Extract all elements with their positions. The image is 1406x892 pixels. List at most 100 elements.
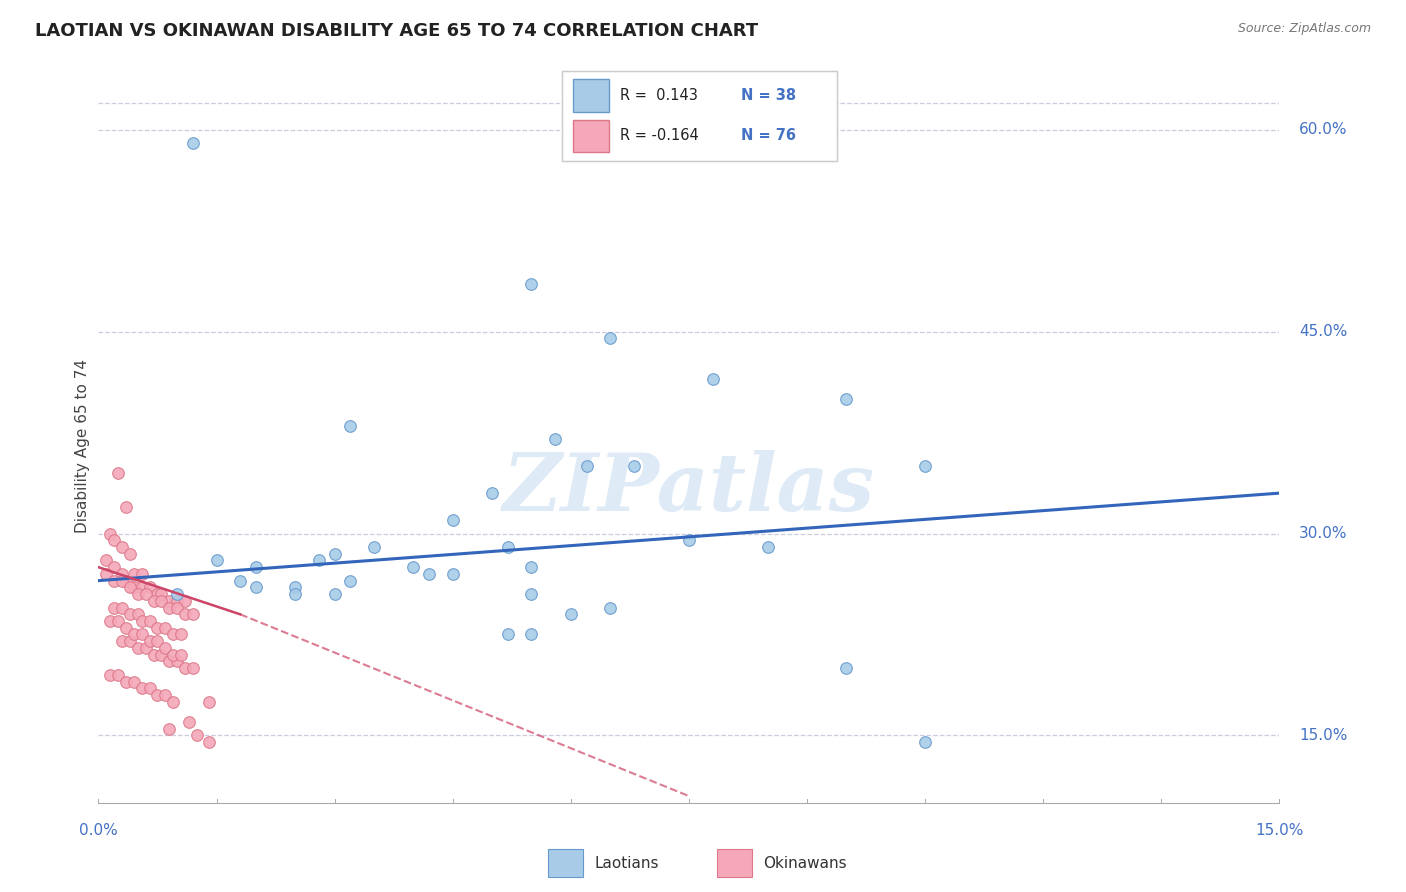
Point bbox=[127, 587, 149, 601]
Point bbox=[103, 600, 125, 615]
Point bbox=[98, 526, 121, 541]
FancyBboxPatch shape bbox=[574, 79, 609, 112]
Point bbox=[174, 661, 197, 675]
FancyBboxPatch shape bbox=[574, 120, 609, 152]
Point bbox=[157, 655, 180, 669]
Text: 45.0%: 45.0% bbox=[1299, 324, 1347, 339]
Point bbox=[111, 634, 134, 648]
Point bbox=[520, 627, 543, 641]
Point bbox=[339, 418, 361, 433]
Point bbox=[122, 580, 145, 594]
Point bbox=[103, 560, 125, 574]
Point bbox=[127, 607, 149, 622]
Point bbox=[131, 681, 153, 696]
Point bbox=[142, 648, 165, 662]
Point bbox=[131, 566, 153, 581]
Point bbox=[623, 459, 645, 474]
Text: R =  0.143: R = 0.143 bbox=[620, 88, 697, 103]
Point bbox=[229, 574, 252, 588]
Point bbox=[177, 714, 200, 729]
Point bbox=[166, 655, 188, 669]
Point bbox=[118, 607, 141, 622]
Point bbox=[150, 648, 173, 662]
Point bbox=[197, 695, 219, 709]
Point bbox=[115, 621, 138, 635]
Point bbox=[162, 627, 184, 641]
Point bbox=[135, 640, 157, 655]
Point bbox=[138, 614, 160, 628]
Point bbox=[174, 594, 197, 608]
Point bbox=[127, 640, 149, 655]
Point bbox=[284, 587, 307, 601]
Point bbox=[835, 392, 858, 406]
Point bbox=[115, 500, 138, 514]
Point bbox=[166, 600, 188, 615]
Point bbox=[150, 594, 173, 608]
Point bbox=[323, 587, 346, 601]
Point bbox=[138, 634, 160, 648]
Point bbox=[98, 668, 121, 682]
Point bbox=[118, 580, 141, 594]
Text: LAOTIAN VS OKINAWAN DISABILITY AGE 65 TO 74 CORRELATION CHART: LAOTIAN VS OKINAWAN DISABILITY AGE 65 TO… bbox=[35, 22, 758, 40]
Text: ZIPatlas: ZIPatlas bbox=[503, 450, 875, 527]
Point bbox=[599, 600, 621, 615]
Text: R = -0.164: R = -0.164 bbox=[620, 128, 699, 143]
Point bbox=[155, 621, 177, 635]
Point bbox=[131, 614, 153, 628]
Text: Okinawans: Okinawans bbox=[762, 855, 846, 871]
Point bbox=[96, 566, 118, 581]
Point bbox=[170, 648, 193, 662]
Point bbox=[103, 574, 125, 588]
Point bbox=[284, 580, 307, 594]
Point bbox=[544, 432, 567, 446]
Text: 30.0%: 30.0% bbox=[1299, 526, 1347, 541]
Point bbox=[142, 594, 165, 608]
Point bbox=[166, 587, 188, 601]
Point bbox=[914, 735, 936, 749]
Point bbox=[174, 607, 197, 622]
Point bbox=[155, 640, 177, 655]
Point bbox=[205, 553, 228, 567]
Point bbox=[162, 695, 184, 709]
Point bbox=[122, 627, 145, 641]
Point bbox=[103, 533, 125, 548]
Point bbox=[122, 674, 145, 689]
Point bbox=[155, 688, 177, 702]
Point bbox=[402, 560, 425, 574]
Point bbox=[115, 674, 138, 689]
Point bbox=[162, 648, 184, 662]
Point bbox=[914, 459, 936, 474]
Point bbox=[157, 600, 180, 615]
Point bbox=[135, 587, 157, 601]
Point bbox=[418, 566, 440, 581]
Point bbox=[678, 533, 700, 548]
Point bbox=[520, 277, 543, 292]
FancyBboxPatch shape bbox=[717, 849, 752, 877]
Text: 15.0%: 15.0% bbox=[1299, 728, 1347, 743]
Point bbox=[146, 621, 169, 635]
Point bbox=[118, 634, 141, 648]
Point bbox=[107, 614, 129, 628]
Point bbox=[181, 607, 204, 622]
Point bbox=[756, 540, 779, 554]
Point bbox=[339, 574, 361, 588]
Point bbox=[323, 547, 346, 561]
Text: N = 76: N = 76 bbox=[741, 128, 796, 143]
Point bbox=[111, 566, 134, 581]
Point bbox=[111, 574, 134, 588]
Text: N = 38: N = 38 bbox=[741, 88, 796, 103]
Point bbox=[496, 540, 519, 554]
Text: 60.0%: 60.0% bbox=[1299, 122, 1347, 137]
Point bbox=[111, 540, 134, 554]
Text: Source: ZipAtlas.com: Source: ZipAtlas.com bbox=[1237, 22, 1371, 36]
Point bbox=[170, 627, 193, 641]
Point bbox=[111, 600, 134, 615]
Text: 15.0%: 15.0% bbox=[1256, 823, 1303, 838]
Point bbox=[308, 553, 330, 567]
Point bbox=[138, 681, 160, 696]
Point bbox=[702, 372, 724, 386]
Point bbox=[520, 560, 543, 574]
Point bbox=[115, 574, 138, 588]
Point bbox=[245, 560, 267, 574]
Point bbox=[481, 486, 503, 500]
